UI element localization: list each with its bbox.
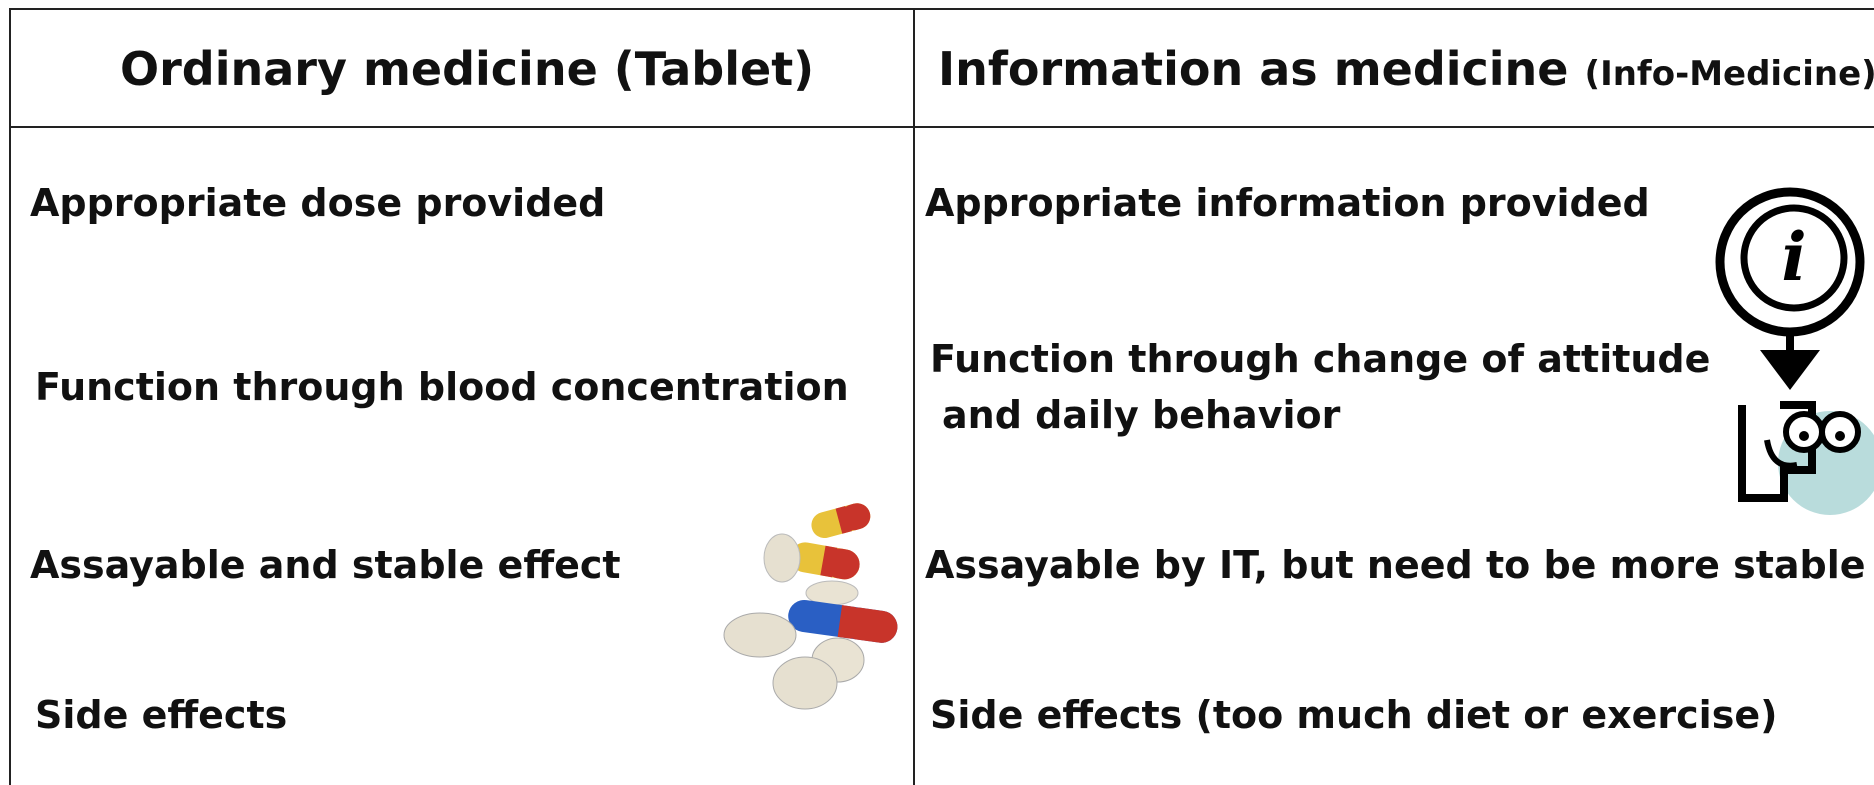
- header-text: Ordinary medicine (Tablet): [120, 42, 815, 96]
- column-rule: [913, 8, 915, 785]
- cell: Assayable and stable effect: [30, 537, 621, 593]
- cell-line: Appropriate dose provided: [30, 181, 606, 225]
- cell-line: Appropriate information provided: [925, 181, 1650, 225]
- cell: Side effects: [35, 687, 287, 743]
- table-frame: [9, 8, 1874, 785]
- cell-line: Function through blood concentration: [35, 365, 849, 409]
- header-rule: [9, 126, 1874, 128]
- header-text: Information as medicine: [938, 42, 1569, 96]
- cell: Function through change of attitude and d…: [930, 331, 1710, 443]
- cell: Assayable by IT, but need to be more sta…: [925, 537, 1866, 593]
- cell-line: Side effects (too much diet or exercise): [930, 693, 1778, 737]
- cell-line: and daily behavior: [942, 393, 1341, 437]
- cell-line: Assayable by IT, but need to be more sta…: [925, 543, 1866, 587]
- header-right: Information as medicine (Info-Medicine): [938, 42, 1874, 96]
- cell: Appropriate dose provided: [30, 175, 605, 231]
- header-left: Ordinary medicine (Tablet): [120, 42, 814, 96]
- info-icon: i: [1715, 187, 1874, 515]
- svg-text:i: i: [1781, 218, 1806, 296]
- cell: Appropriate information provided: [925, 175, 1650, 231]
- cell-line: Side effects: [35, 693, 288, 737]
- cell-line: Assayable and stable effect: [30, 543, 621, 587]
- header-note: (Info-Medicine): [1584, 54, 1874, 94]
- cell-line: Function through change of attitude: [930, 337, 1711, 381]
- cell: Side effects (too much diet or exercise): [930, 687, 1777, 743]
- pills-image: [723, 503, 898, 710]
- cell: Function through blood concentration: [35, 359, 849, 415]
